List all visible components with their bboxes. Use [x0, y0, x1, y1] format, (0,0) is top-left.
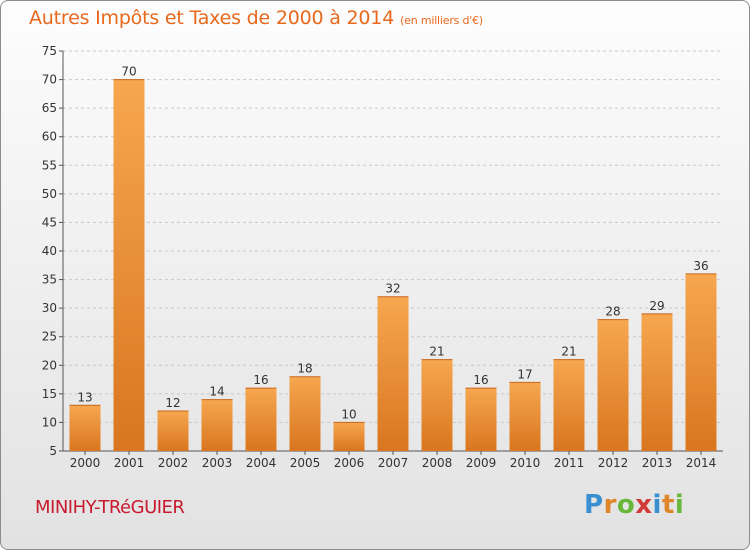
- y-tick-label: 25: [42, 330, 57, 344]
- y-tick-label: 20: [42, 358, 57, 372]
- y-tick-label: 40: [42, 244, 57, 258]
- y-tick-label: 60: [42, 130, 57, 144]
- data-label: 28: [605, 305, 620, 319]
- data-label: 18: [297, 362, 312, 376]
- y-tick-label: 10: [42, 415, 57, 429]
- data-label: 16: [473, 373, 488, 387]
- data-label: 29: [649, 299, 664, 313]
- bar-2002: [157, 411, 189, 451]
- x-tick-label: 2004: [246, 456, 277, 470]
- town-name: MINIHY-TRéGUIER: [35, 497, 185, 518]
- bar-2003: [201, 399, 233, 451]
- x-tick-label: 2011: [554, 456, 585, 470]
- chart-unit: (en milliers d'€): [400, 14, 483, 27]
- y-tick-label: 5: [49, 444, 57, 458]
- y-tick-label: 30: [42, 301, 57, 315]
- logo-letter: P: [584, 490, 604, 520]
- y-tick-label: 55: [42, 158, 57, 172]
- x-tick-label: 2006: [334, 456, 365, 470]
- logo-letter: r: [603, 490, 617, 520]
- data-label: 12: [165, 396, 180, 410]
- bar-2011: [553, 359, 585, 451]
- x-tick-label: 2012: [598, 456, 629, 470]
- chart-title-text: Autres Impôts et Taxes de 2000 à 2014: [29, 7, 395, 29]
- data-label: 13: [77, 390, 92, 404]
- bar-2013: [641, 313, 673, 451]
- data-label: 70: [121, 65, 136, 79]
- x-tick-label: 2014: [686, 456, 717, 470]
- x-tick-label: 2013: [642, 456, 673, 470]
- x-tick-label: 2010: [510, 456, 541, 470]
- bar-2009: [465, 388, 497, 451]
- data-label: 17: [517, 367, 532, 381]
- x-tick-label: 2009: [466, 456, 497, 470]
- x-tick-label: 2005: [290, 456, 321, 470]
- data-label: 14: [209, 385, 224, 399]
- y-tick-label: 75: [42, 44, 57, 58]
- y-tick-label: 35: [42, 273, 57, 287]
- data-label: 10: [341, 407, 356, 421]
- y-tick-label: 65: [42, 101, 57, 115]
- bar-2004: [245, 388, 277, 451]
- bar-2014: [685, 273, 717, 451]
- y-tick-label: 15: [42, 387, 57, 401]
- x-tick-label: 2007: [378, 456, 409, 470]
- data-label: 21: [561, 345, 576, 359]
- x-tick-label: 2001: [114, 456, 145, 470]
- y-tick-label: 50: [42, 187, 57, 201]
- bar-2007: [377, 296, 409, 451]
- proxiti-logo: Proxiti: [584, 490, 684, 520]
- y-tick-label: 45: [42, 215, 57, 229]
- bar-2008: [421, 359, 453, 451]
- data-label: 21: [429, 345, 444, 359]
- logo-letter: i: [674, 490, 685, 520]
- chart-title: Autres Impôts et Taxes de 2000 à 2014 (en…: [29, 7, 483, 29]
- logo-letter: o: [616, 490, 636, 520]
- logo-letter: x: [635, 490, 653, 520]
- bar-2000: [69, 405, 101, 451]
- bar-2010: [509, 382, 541, 451]
- data-label: 32: [385, 282, 400, 296]
- bar-2006: [333, 422, 365, 451]
- logo-letter: t: [661, 490, 675, 520]
- bar-2012: [597, 319, 629, 451]
- y-tick-label: 70: [42, 73, 57, 87]
- x-tick-label: 2008: [422, 456, 453, 470]
- logo-letter: i: [652, 490, 662, 520]
- bar-2005: [289, 376, 321, 451]
- x-tick-label: 2000: [70, 456, 101, 470]
- x-tick-label: 2003: [202, 456, 233, 470]
- data-label: 36: [693, 259, 708, 273]
- x-tick-label: 2002: [158, 456, 189, 470]
- data-label: 16: [253, 373, 268, 387]
- bar-2001: [113, 79, 145, 452]
